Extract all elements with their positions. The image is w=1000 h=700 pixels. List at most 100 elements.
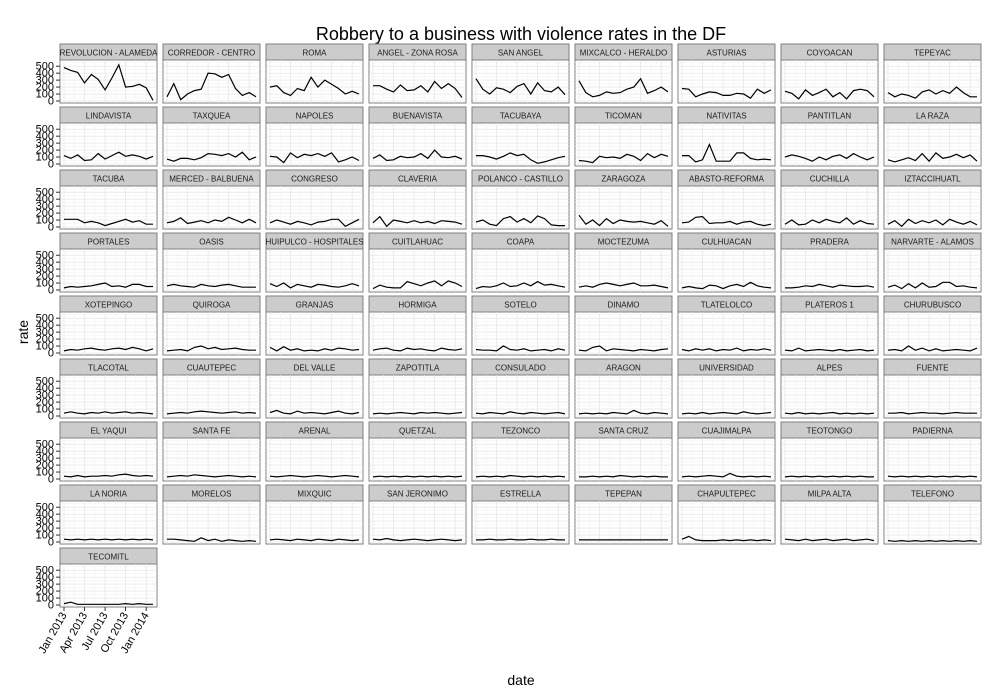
facet-strip-label: ESTRELLA bbox=[500, 490, 542, 499]
facet-plot-area bbox=[883, 248, 982, 293]
series-line-santa-fe bbox=[166, 474, 257, 478]
y-tick-label: 300 bbox=[36, 264, 54, 276]
facet-grid bbox=[884, 123, 981, 166]
series-line-tepeyac bbox=[887, 86, 977, 99]
facet-strip-label: REVOLUCION - ALAMEDA bbox=[60, 49, 158, 58]
y-tick-label: 300 bbox=[36, 138, 54, 150]
series-line-napoles bbox=[269, 152, 360, 164]
facet-panel-milpa-alta: MILPA ALTA bbox=[780, 484, 879, 545]
facet-grid bbox=[678, 438, 775, 481]
facet-strip-label: CHURUBUSCO bbox=[904, 301, 961, 310]
series-line-coyoacan bbox=[784, 88, 875, 100]
series-line-huipulco-hospitales bbox=[269, 282, 360, 289]
facet-grid bbox=[472, 60, 569, 103]
facet-panel-roma: ROMA bbox=[265, 43, 364, 104]
facet-strip-label: COAPA bbox=[507, 238, 535, 247]
facet-strip-label: ALPES bbox=[817, 364, 843, 373]
facet-strip-label: MIXQUIC bbox=[297, 490, 331, 499]
facet-strip-label: ARAGON bbox=[606, 364, 641, 373]
facet-plot-area bbox=[59, 59, 158, 104]
y-axis-title: rate bbox=[15, 320, 31, 344]
facet-grid bbox=[884, 312, 981, 355]
facet-plot-area bbox=[59, 500, 158, 545]
facet-strip-label: TLATELOLCO bbox=[701, 301, 752, 310]
y-tick-label: 500 bbox=[36, 250, 54, 262]
facet-strip-label: CUAUTEPEC bbox=[187, 364, 237, 373]
facet-panel-nativitas: NATIVITAS bbox=[677, 106, 776, 167]
series-line-cuajimalpa bbox=[681, 472, 772, 478]
facet-strip-label: ZAPOTITLA bbox=[396, 364, 440, 373]
facet-grid bbox=[266, 249, 363, 292]
chart-title: Robbery to a business with violence rate… bbox=[316, 24, 726, 44]
series-line-moctezuma bbox=[578, 282, 669, 289]
facet-panel-congreso: CONGRESO bbox=[265, 169, 364, 230]
facet-panel-huipulco-hospitales: HUIPULCO - HOSPITALES bbox=[265, 232, 364, 293]
y-tick-label: 400 bbox=[36, 131, 54, 143]
facet-strip-label: POLANCO - CASTILLO bbox=[478, 175, 563, 184]
facet-strip-label: CULHUACAN bbox=[702, 238, 752, 247]
series-line-fuente bbox=[888, 411, 977, 415]
series-line-hormiga bbox=[372, 347, 463, 352]
facet-grid bbox=[266, 186, 363, 229]
facet-grid bbox=[884, 438, 981, 481]
facet-panel-tacubaya: TACUBAYA bbox=[471, 106, 570, 167]
facet-panel-angel-zona-rosa: ANGEL - ZONA ROSA bbox=[368, 43, 467, 104]
series-line-aragon bbox=[578, 409, 669, 415]
facet-grid bbox=[369, 501, 466, 544]
facet-strip-label: QUIROGA bbox=[193, 301, 231, 310]
facet-grid bbox=[163, 501, 260, 544]
facet-grid bbox=[575, 501, 672, 544]
y-tick-label: 100 bbox=[36, 530, 54, 542]
y-tick-label: 100 bbox=[36, 593, 54, 605]
facet-strip-label: CHAPULTEPEC bbox=[697, 490, 756, 499]
facet-plot-area bbox=[471, 185, 570, 230]
facet-plot-area bbox=[780, 437, 879, 482]
series-line-churubusco bbox=[887, 345, 978, 352]
facet-plot-area bbox=[883, 374, 982, 419]
series-line-pradera bbox=[785, 283, 875, 289]
y-tick-label: 0 bbox=[48, 222, 54, 234]
facet-grid bbox=[781, 249, 878, 292]
facet-panel-coyoacan: COYOACAN bbox=[780, 43, 879, 104]
y-tick-label: 500 bbox=[36, 61, 54, 73]
series-line-revolucion-alameda bbox=[63, 63, 154, 101]
facet-plot-area bbox=[883, 122, 982, 167]
facet-panel-narvarte-alamos: NARVARTE - ALAMOS bbox=[883, 232, 982, 293]
facet-plot-area bbox=[471, 311, 570, 356]
facet-plot-area bbox=[162, 248, 261, 293]
facet-panel-aragon: ARAGON bbox=[574, 358, 673, 419]
facet-plot-area bbox=[574, 185, 673, 230]
facet-panel-quiroga: QUIROGA bbox=[162, 295, 261, 356]
facet-panel-consulado: CONSULADO bbox=[471, 358, 570, 419]
y-tick-label: 500 bbox=[36, 502, 54, 514]
series-line-roma bbox=[269, 76, 360, 97]
series-line-congreso bbox=[269, 218, 360, 228]
facet-plot-area bbox=[368, 374, 467, 419]
facet-panel-cuitlahuac: CUITLAHUAC bbox=[368, 232, 467, 293]
series-line-zapotitla bbox=[372, 411, 463, 415]
facet-strip-label: PANTITLAN bbox=[808, 112, 852, 121]
facet-plot-area bbox=[780, 59, 879, 104]
y-tick-label: 200 bbox=[36, 208, 54, 220]
facet-grid bbox=[266, 60, 363, 103]
facet-panel-cuchilla: CUCHILLA bbox=[780, 169, 879, 230]
series-line-lindavista bbox=[63, 151, 154, 162]
facet-strip-label: FUENTE bbox=[917, 364, 949, 373]
y-tick-label: 0 bbox=[48, 411, 54, 423]
facet-strip-label: PORTALES bbox=[88, 238, 130, 247]
y-tick-label: 0 bbox=[48, 159, 54, 171]
facet-panel-abasto-reforma: ABASTO-REFORMA bbox=[677, 169, 776, 230]
facet-strip-label: PADIERNA bbox=[912, 427, 953, 436]
facet-panel-coapa: COAPA bbox=[471, 232, 570, 293]
y-tick-label: 400 bbox=[36, 68, 54, 80]
y-tick-label: 300 bbox=[36, 453, 54, 465]
y-tick-label: 100 bbox=[36, 152, 54, 164]
facet-grid bbox=[472, 123, 569, 166]
facet-strip-label: PLATEROS 1 bbox=[805, 301, 854, 310]
facet-strip-label: XOTEPINGO bbox=[85, 301, 133, 310]
